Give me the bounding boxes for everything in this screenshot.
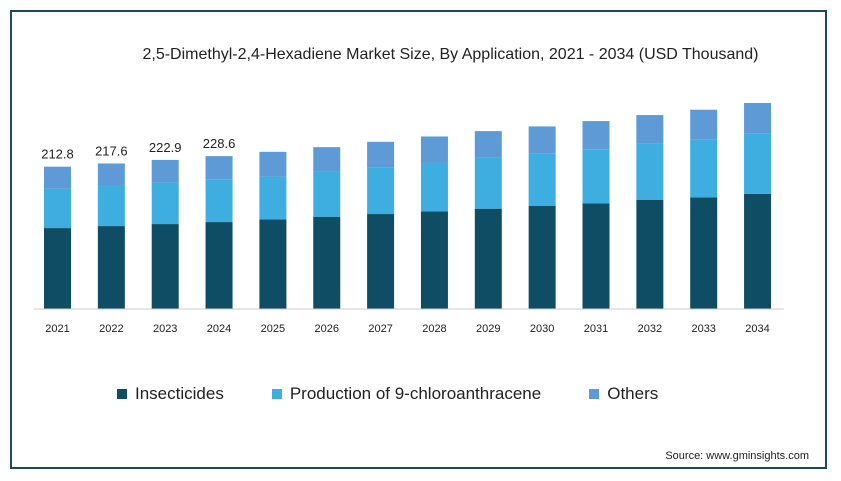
bar-2033-insecticides (690, 197, 718, 309)
x-tick-label-2031: 2031 (584, 323, 608, 335)
x-tick-label-2022: 2022 (99, 323, 123, 335)
bar-2022-others (97, 163, 125, 186)
x-tick-label-2023: 2023 (153, 323, 177, 335)
x-tick-label-2024: 2024 (207, 323, 231, 335)
bar-2030-insecticides (528, 206, 556, 309)
x-tick-label-2032: 2032 (638, 323, 662, 335)
bar-2027-others (367, 141, 395, 168)
bar-2029-production-of-9-chloroanthracene (474, 157, 502, 209)
legend-item-others: Others (589, 384, 658, 404)
bar-2034-production-of-9-chloroanthracene (744, 133, 772, 194)
bar-2023-insecticides (151, 224, 179, 309)
bar-2024-others (205, 156, 233, 180)
x-tick-label-2021: 2021 (45, 323, 69, 335)
x-tick-label-2026: 2026 (315, 323, 339, 335)
bar-2026-insecticides (313, 216, 341, 309)
legend: Insecticides Production of 9-chloroanthr… (117, 384, 706, 404)
x-tick-label-2027: 2027 (368, 323, 392, 335)
x-tick-label-2033: 2033 (691, 323, 715, 335)
bar-2028-production-of-9-chloroanthracene (420, 162, 448, 212)
bar-2034-others (744, 103, 772, 134)
bar-2021-production-of-9-chloroanthracene (44, 188, 71, 229)
data-label-2024: 228.6 (203, 136, 236, 151)
data-label-2023: 222.9 (149, 140, 182, 155)
legend-label-others: Others (607, 384, 659, 403)
source-note: Source: www.gminsights.com (665, 450, 809, 462)
bar-2030-others (528, 126, 556, 154)
bar-2028-insecticides (420, 211, 448, 309)
bar-2029-insecticides (474, 208, 502, 309)
bar-2026-production-of-9-chloroanthracene (313, 171, 341, 217)
bar-2025-others (259, 151, 287, 177)
chart-title: 2,5-Dimethyl-2,4-Hexadiene Market Size, … (142, 46, 759, 63)
x-tick-label-2028: 2028 (422, 323, 446, 335)
x-tick-label-2030: 2030 (530, 323, 554, 335)
bar-2034-insecticides (744, 193, 772, 309)
bar-2032-insecticides (636, 199, 664, 309)
legend-item-insecticides: Insecticides (117, 384, 224, 404)
data-label-2021: 212.8 (41, 147, 74, 162)
bar-2022-production-of-9-chloroanthracene (97, 185, 125, 227)
x-tick-label-2029: 2029 (476, 323, 500, 335)
bar-2021-others (44, 166, 71, 189)
bar-2026-others (313, 147, 341, 172)
bar-2033-production-of-9-chloroanthracene (690, 139, 718, 198)
legend-label-insecticides: Insecticides (135, 384, 224, 403)
x-tick-label-2025: 2025 (261, 323, 285, 335)
bar-2023-others (151, 159, 179, 183)
bar-2027-production-of-9-chloroanthracene (367, 167, 395, 215)
bar-2031-insecticides (582, 203, 610, 309)
bar-2032-others (636, 115, 664, 144)
bar-2029-others (474, 131, 502, 158)
legend-swatch-insecticides (117, 389, 127, 399)
bar-2031-production-of-9-chloroanthracene (582, 149, 610, 204)
bar-2032-production-of-9-chloroanthracene (636, 143, 664, 200)
legend-swatch-others (589, 389, 600, 399)
legend-swatch-9-chloroanthracene (271, 389, 282, 399)
x-tick-label-2034: 2034 (745, 323, 769, 335)
legend-item-9-chloroanthracene: Production of 9-chloroanthracene (271, 384, 542, 404)
bar-2025-production-of-9-chloroanthracene (259, 176, 287, 220)
bar-2024-production-of-9-chloroanthracene (205, 179, 233, 223)
bar-2030-production-of-9-chloroanthracene (528, 153, 556, 207)
bar-2028-others (420, 136, 448, 163)
bar-2031-others (582, 121, 610, 150)
bar-2021-insecticides (44, 228, 71, 309)
bar-2033-others (690, 109, 718, 140)
bar-2022-insecticides (97, 226, 125, 309)
bar-2027-insecticides (367, 214, 395, 309)
bar-2025-insecticides (259, 219, 287, 309)
legend-label-9-chloroanthracene: Production of 9-chloroanthracene (289, 384, 542, 403)
data-label-2022: 217.6 (95, 143, 128, 158)
bar-2023-production-of-9-chloroanthracene (151, 182, 179, 225)
bar-2024-insecticides (205, 222, 233, 309)
